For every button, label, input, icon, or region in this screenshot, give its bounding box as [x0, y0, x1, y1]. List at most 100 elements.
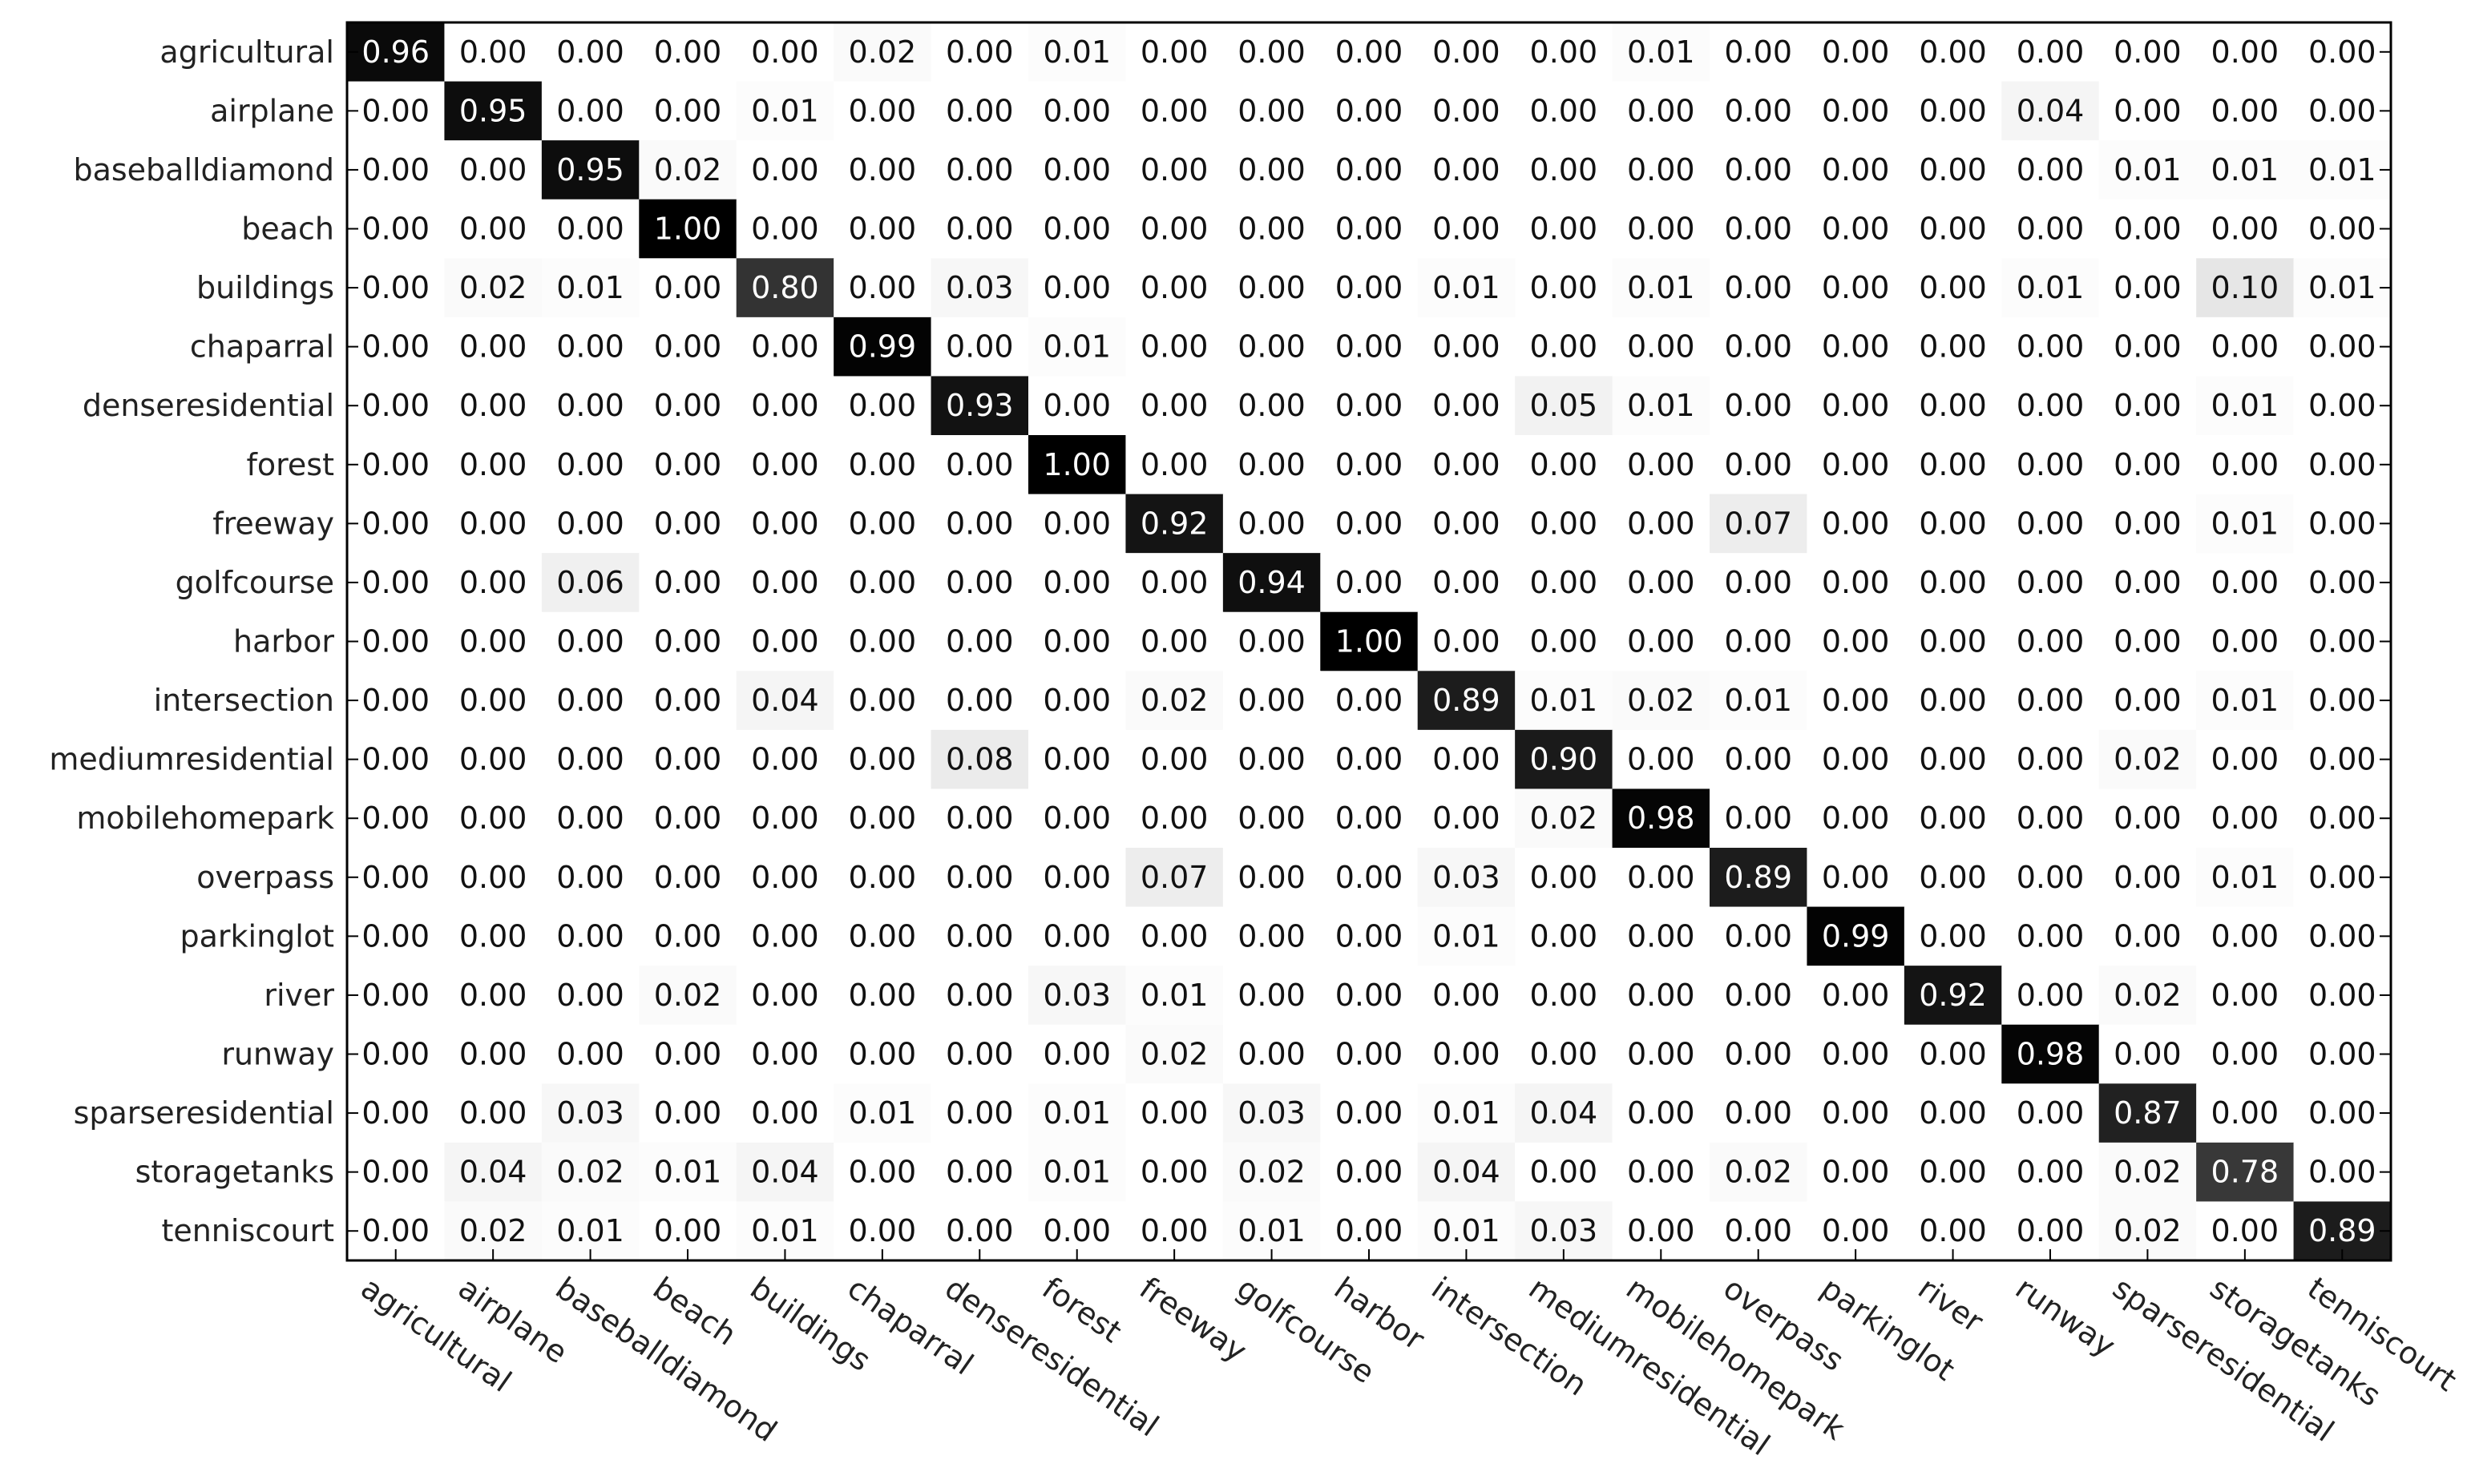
heatmap-cell — [1807, 788, 1905, 849]
heatmap-cell — [2098, 848, 2197, 908]
cell-value-label: 0.00 — [1724, 918, 1792, 954]
cell-value-label: 0.01 — [1043, 329, 1111, 365]
cell-value-label: 0.00 — [2114, 1037, 2182, 1072]
cell-value-label: 0.02 — [556, 1155, 624, 1190]
cell-value-label: 0.00 — [2308, 742, 2376, 777]
cell-value-label: 0.00 — [361, 800, 430, 836]
cell-value-label: 0.00 — [946, 34, 1014, 70]
cell-value-label: 0.00 — [361, 1037, 430, 1072]
cell-value-label: 0.00 — [1530, 329, 1598, 365]
heatmap-cell — [1320, 81, 1419, 141]
row-label: chaparral — [190, 329, 334, 365]
heatmap-cell — [1125, 966, 1224, 1026]
cell-value-label: 0.00 — [1919, 860, 1987, 895]
heatmap-cell — [2098, 317, 2197, 377]
heatmap-cell — [1612, 966, 1710, 1026]
heatmap-cell — [1710, 435, 1808, 495]
heatmap-cell — [1417, 22, 1516, 83]
cell-value-label: 0.00 — [751, 506, 819, 541]
cell-value-label: 0.00 — [1822, 388, 1890, 423]
heatmap-cell — [1028, 1142, 1127, 1203]
cell-value-label: 0.00 — [1141, 624, 1209, 659]
cell-value-label: 0.00 — [1919, 506, 1987, 541]
cell-value-label: 0.00 — [1724, 93, 1792, 128]
heatmap-cell — [1612, 1083, 1710, 1143]
cell-value-label: 0.00 — [751, 800, 819, 836]
cell-value-label: 0.93 — [946, 388, 1014, 423]
cell-value-label: 0.00 — [1822, 683, 1890, 718]
heatmap-cell — [2293, 494, 2392, 554]
heatmap-cell — [2098, 376, 2197, 436]
heatmap-cell — [834, 435, 932, 495]
cell-value-label: 0.00 — [459, 1037, 527, 1072]
cell-value-label: 0.01 — [556, 1213, 624, 1248]
cell-value-label: 0.95 — [459, 93, 527, 128]
cell-value-label: 0.00 — [361, 447, 430, 482]
cell-value-label: 0.00 — [1238, 93, 1306, 128]
heatmap-cell — [1904, 376, 2002, 436]
heatmap-cell — [1612, 435, 1710, 495]
cell-value-label: 0.00 — [1919, 742, 1987, 777]
cell-value-label: 0.00 — [1530, 1155, 1598, 1190]
cell-value-label: 0.00 — [1043, 1037, 1111, 1072]
cell-value-label: 0.00 — [1043, 506, 1111, 541]
heatmap-cell — [1904, 848, 2002, 908]
cell-value-label: 0.00 — [2308, 565, 2376, 600]
heatmap-cell — [1612, 22, 1710, 83]
cell-value-label: 0.00 — [1919, 800, 1987, 836]
heatmap-cell — [347, 729, 446, 790]
heatmap-cell — [1807, 199, 1905, 259]
heatmap-cell — [2001, 671, 2100, 731]
heatmap-cell — [639, 317, 737, 377]
cell-value-label: 0.00 — [1335, 742, 1403, 777]
heatmap-cell — [736, 22, 834, 83]
cell-value-label: 0.02 — [2114, 978, 2182, 1013]
cell-value-label: 0.00 — [1724, 212, 1792, 247]
cell-value-label: 0.01 — [2211, 388, 2279, 423]
heatmap-cell — [1710, 1083, 1808, 1143]
heatmap-cell — [1028, 435, 1127, 495]
heatmap-cell — [1125, 611, 1224, 671]
heatmap-cell — [2098, 788, 2197, 849]
row-label: golfcourse — [176, 565, 334, 600]
heatmap-cell — [1320, 435, 1419, 495]
heatmap-cell — [2001, 906, 2100, 966]
cell-value-label: 0.02 — [1141, 1037, 1209, 1072]
cell-value-label: 0.00 — [1141, 1213, 1209, 1248]
heatmap-cell — [1222, 258, 1321, 318]
heatmap-cell — [2098, 906, 2197, 966]
heatmap-cell — [834, 81, 932, 141]
cell-value-label: 0.00 — [1335, 152, 1403, 188]
heatmap-cell — [1904, 494, 2002, 554]
cell-value-label: 0.00 — [1238, 270, 1306, 305]
cell-value-label: 0.00 — [459, 860, 527, 895]
heatmap-cell — [2001, 611, 2100, 671]
cell-value-label: 0.01 — [1627, 270, 1695, 305]
cell-value-label: 0.00 — [1432, 388, 1500, 423]
cell-value-label: 0.00 — [2308, 34, 2376, 70]
heatmap-cell — [1320, 966, 1419, 1026]
heatmap-cell — [2293, 435, 2392, 495]
cell-value-label: 1.00 — [1043, 447, 1111, 482]
cell-value-label: 0.00 — [654, 388, 722, 423]
heatmap-cell — [444, 788, 543, 849]
cell-value-label: 0.00 — [459, 624, 527, 659]
heatmap-cell — [2001, 376, 2100, 436]
heatmap-cell — [1710, 258, 1808, 318]
heatmap-cell — [736, 1083, 834, 1143]
cell-value-label: 0.00 — [751, 624, 819, 659]
heatmap-cell — [1417, 729, 1516, 790]
heatmap-cell — [639, 258, 737, 318]
heatmap-cell — [1807, 671, 1905, 731]
cell-value-label: 0.00 — [849, 565, 917, 600]
heatmap-cell — [1028, 81, 1127, 141]
heatmap-cell — [444, 22, 543, 83]
cell-value-label: 0.00 — [1822, 565, 1890, 600]
heatmap-cell — [1028, 848, 1127, 908]
heatmap-cell — [2001, 199, 2100, 259]
heatmap-cell — [1515, 729, 1613, 790]
cell-value-label: 0.00 — [1141, 800, 1209, 836]
heatmap-cell — [1710, 966, 1808, 1026]
heatmap-cell — [2293, 376, 2392, 436]
heatmap-cell — [2098, 435, 2197, 495]
